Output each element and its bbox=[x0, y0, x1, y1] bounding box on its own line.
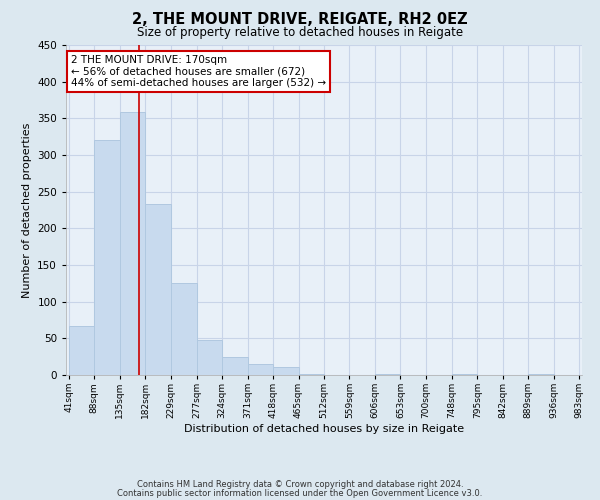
X-axis label: Distribution of detached houses by size in Reigate: Distribution of detached houses by size … bbox=[184, 424, 464, 434]
Y-axis label: Number of detached properties: Number of detached properties bbox=[22, 122, 32, 298]
Bar bbox=[452, 374, 478, 375]
Bar bbox=[222, 356, 248, 375]
Bar bbox=[197, 340, 222, 375]
Text: Size of property relative to detached houses in Reigate: Size of property relative to detached ho… bbox=[137, 26, 463, 39]
Bar bbox=[248, 364, 273, 375]
Text: 2, THE MOUNT DRIVE, REIGATE, RH2 0EZ: 2, THE MOUNT DRIVE, REIGATE, RH2 0EZ bbox=[132, 12, 468, 28]
Text: Contains public sector information licensed under the Open Government Licence v3: Contains public sector information licen… bbox=[118, 488, 482, 498]
Bar bbox=[273, 367, 299, 375]
Bar bbox=[375, 374, 400, 375]
Text: Contains HM Land Registry data © Crown copyright and database right 2024.: Contains HM Land Registry data © Crown c… bbox=[137, 480, 463, 489]
Bar bbox=[529, 374, 554, 375]
Bar bbox=[119, 112, 145, 375]
Bar bbox=[170, 282, 197, 375]
Bar bbox=[69, 326, 94, 375]
Bar bbox=[299, 374, 324, 375]
Text: 2 THE MOUNT DRIVE: 170sqm
← 56% of detached houses are smaller (672)
44% of semi: 2 THE MOUNT DRIVE: 170sqm ← 56% of detac… bbox=[71, 55, 326, 88]
Bar bbox=[145, 204, 170, 375]
Bar bbox=[94, 140, 119, 375]
